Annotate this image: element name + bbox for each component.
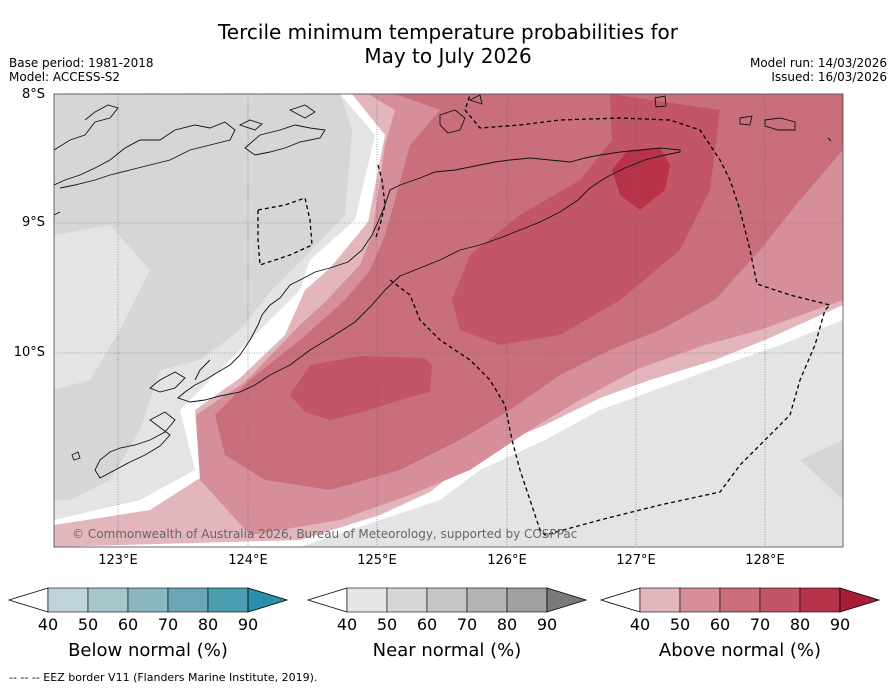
colorbar-above-segment bbox=[719, 587, 761, 613]
colorbar-above-tick: 70 bbox=[749, 615, 771, 634]
eez-legend-footer: -- -- -- EEZ border V11 (Flanders Marine… bbox=[9, 671, 318, 684]
map-frame bbox=[53, 93, 844, 548]
lon-label-128e: 128°E bbox=[745, 553, 785, 568]
lon-label-126e: 126°E bbox=[487, 553, 527, 568]
graticule bbox=[54, 93, 843, 547]
near-normal-40-patch bbox=[54, 225, 150, 390]
lat-label-9s: 9°S bbox=[21, 215, 45, 230]
lat-label-10s: 10°S bbox=[13, 345, 45, 360]
colorbar-near-tick: 70 bbox=[456, 615, 478, 634]
colorbar-near-tick: 60 bbox=[416, 615, 438, 634]
colorbar-above-arrow-left bbox=[600, 587, 641, 613]
colorbar-above-segment bbox=[759, 587, 801, 613]
colorbar-above-tick: 40 bbox=[629, 615, 651, 634]
copyright-notice: © Commonwealth of Australia 2026, Bureau… bbox=[72, 527, 578, 541]
near-normal-50-southeast bbox=[800, 440, 843, 500]
above-normal-80-region bbox=[612, 148, 670, 210]
colorbar-near-normal bbox=[307, 587, 588, 613]
colorbar-below-tick: 70 bbox=[157, 615, 179, 634]
colorbar-near-segment bbox=[506, 587, 548, 613]
colorbar-below-tick: 40 bbox=[37, 615, 59, 634]
model-name: Model: ACCESS-S2 bbox=[9, 70, 121, 84]
colorbar-near-arrow-left bbox=[307, 587, 348, 613]
lon-label-127e: 127°E bbox=[616, 553, 656, 568]
colorbar-below-segment bbox=[47, 587, 89, 613]
colorbar-near-tick: 50 bbox=[376, 615, 398, 634]
colorbar-above-arrow-right bbox=[839, 587, 881, 613]
colorbar-near-tick: 90 bbox=[536, 615, 558, 634]
colorbar-below-arrow-left bbox=[8, 587, 49, 613]
colorbar-below-tick: 60 bbox=[117, 615, 139, 634]
title-line-1: Tercile minimum temperature probabilitie… bbox=[217, 20, 679, 44]
meta-left: Base period: 1981-2018 Model: ACCESS-S2 bbox=[9, 56, 154, 84]
colorbar-below-segment bbox=[207, 587, 249, 613]
model-run: Model run: 14/03/2026 bbox=[749, 56, 887, 70]
title-line-2: May to July 2026 bbox=[364, 44, 532, 68]
lat-label-8s: 8°S bbox=[21, 87, 45, 102]
near-normal-50-region bbox=[54, 94, 352, 500]
meta-right: Model run: 14/03/2026 Issued: 16/03/2026 bbox=[750, 56, 887, 84]
probability-fields bbox=[54, 94, 843, 547]
colorbar-above-tick: 80 bbox=[789, 615, 811, 634]
colorbar-below-arrow-right bbox=[247, 587, 289, 613]
colorbar-below-label: Below normal (%) bbox=[68, 640, 228, 661]
colorbar-near-tick: 80 bbox=[496, 615, 518, 634]
colorbar-above-tick: 90 bbox=[829, 615, 851, 634]
coastlines bbox=[54, 94, 832, 479]
colorbar-above-segment bbox=[639, 587, 681, 613]
issued-date: Issued: 16/03/2026 bbox=[771, 70, 887, 84]
colorbar-below-tick: 50 bbox=[77, 615, 99, 634]
colorbar-near-label: Near normal (%) bbox=[372, 640, 522, 661]
colorbar-above-tick: 50 bbox=[669, 615, 691, 634]
colorbar-below-tick: 80 bbox=[197, 615, 219, 634]
colorbar-near-segment bbox=[386, 587, 428, 613]
lon-label-124e: 124°E bbox=[228, 553, 268, 568]
lon-label-125e: 125°E bbox=[357, 553, 397, 568]
colorbar-near-segment bbox=[466, 587, 508, 613]
colorbar-above-segment bbox=[679, 587, 721, 613]
colorbar-below-segment bbox=[167, 587, 209, 613]
base-period: Base period: 1981-2018 bbox=[9, 56, 154, 70]
map-title: Tercile minimum temperature probabilitie… bbox=[0, 20, 896, 68]
colorbar-below-tick: 90 bbox=[237, 615, 259, 634]
colorbar-near-arrow-right bbox=[546, 587, 588, 613]
colorbar-below-segment bbox=[87, 587, 129, 613]
colorbar-above-label: Above normal (%) bbox=[658, 640, 822, 661]
colorbar-above-segment bbox=[799, 587, 841, 613]
colorbar-near-segment bbox=[346, 587, 388, 613]
lon-label-123e: 123°E bbox=[98, 553, 138, 568]
colorbar-below-normal bbox=[8, 587, 289, 613]
above-normal-70-southwest bbox=[290, 356, 432, 420]
colorbar-above-normal bbox=[600, 587, 881, 613]
colorbar-below-segment bbox=[127, 587, 169, 613]
eez-border bbox=[257, 94, 832, 536]
colorbar-above-tick: 60 bbox=[709, 615, 731, 634]
colorbar-near-tick: 40 bbox=[336, 615, 358, 634]
colorbar-near-segment bbox=[426, 587, 468, 613]
